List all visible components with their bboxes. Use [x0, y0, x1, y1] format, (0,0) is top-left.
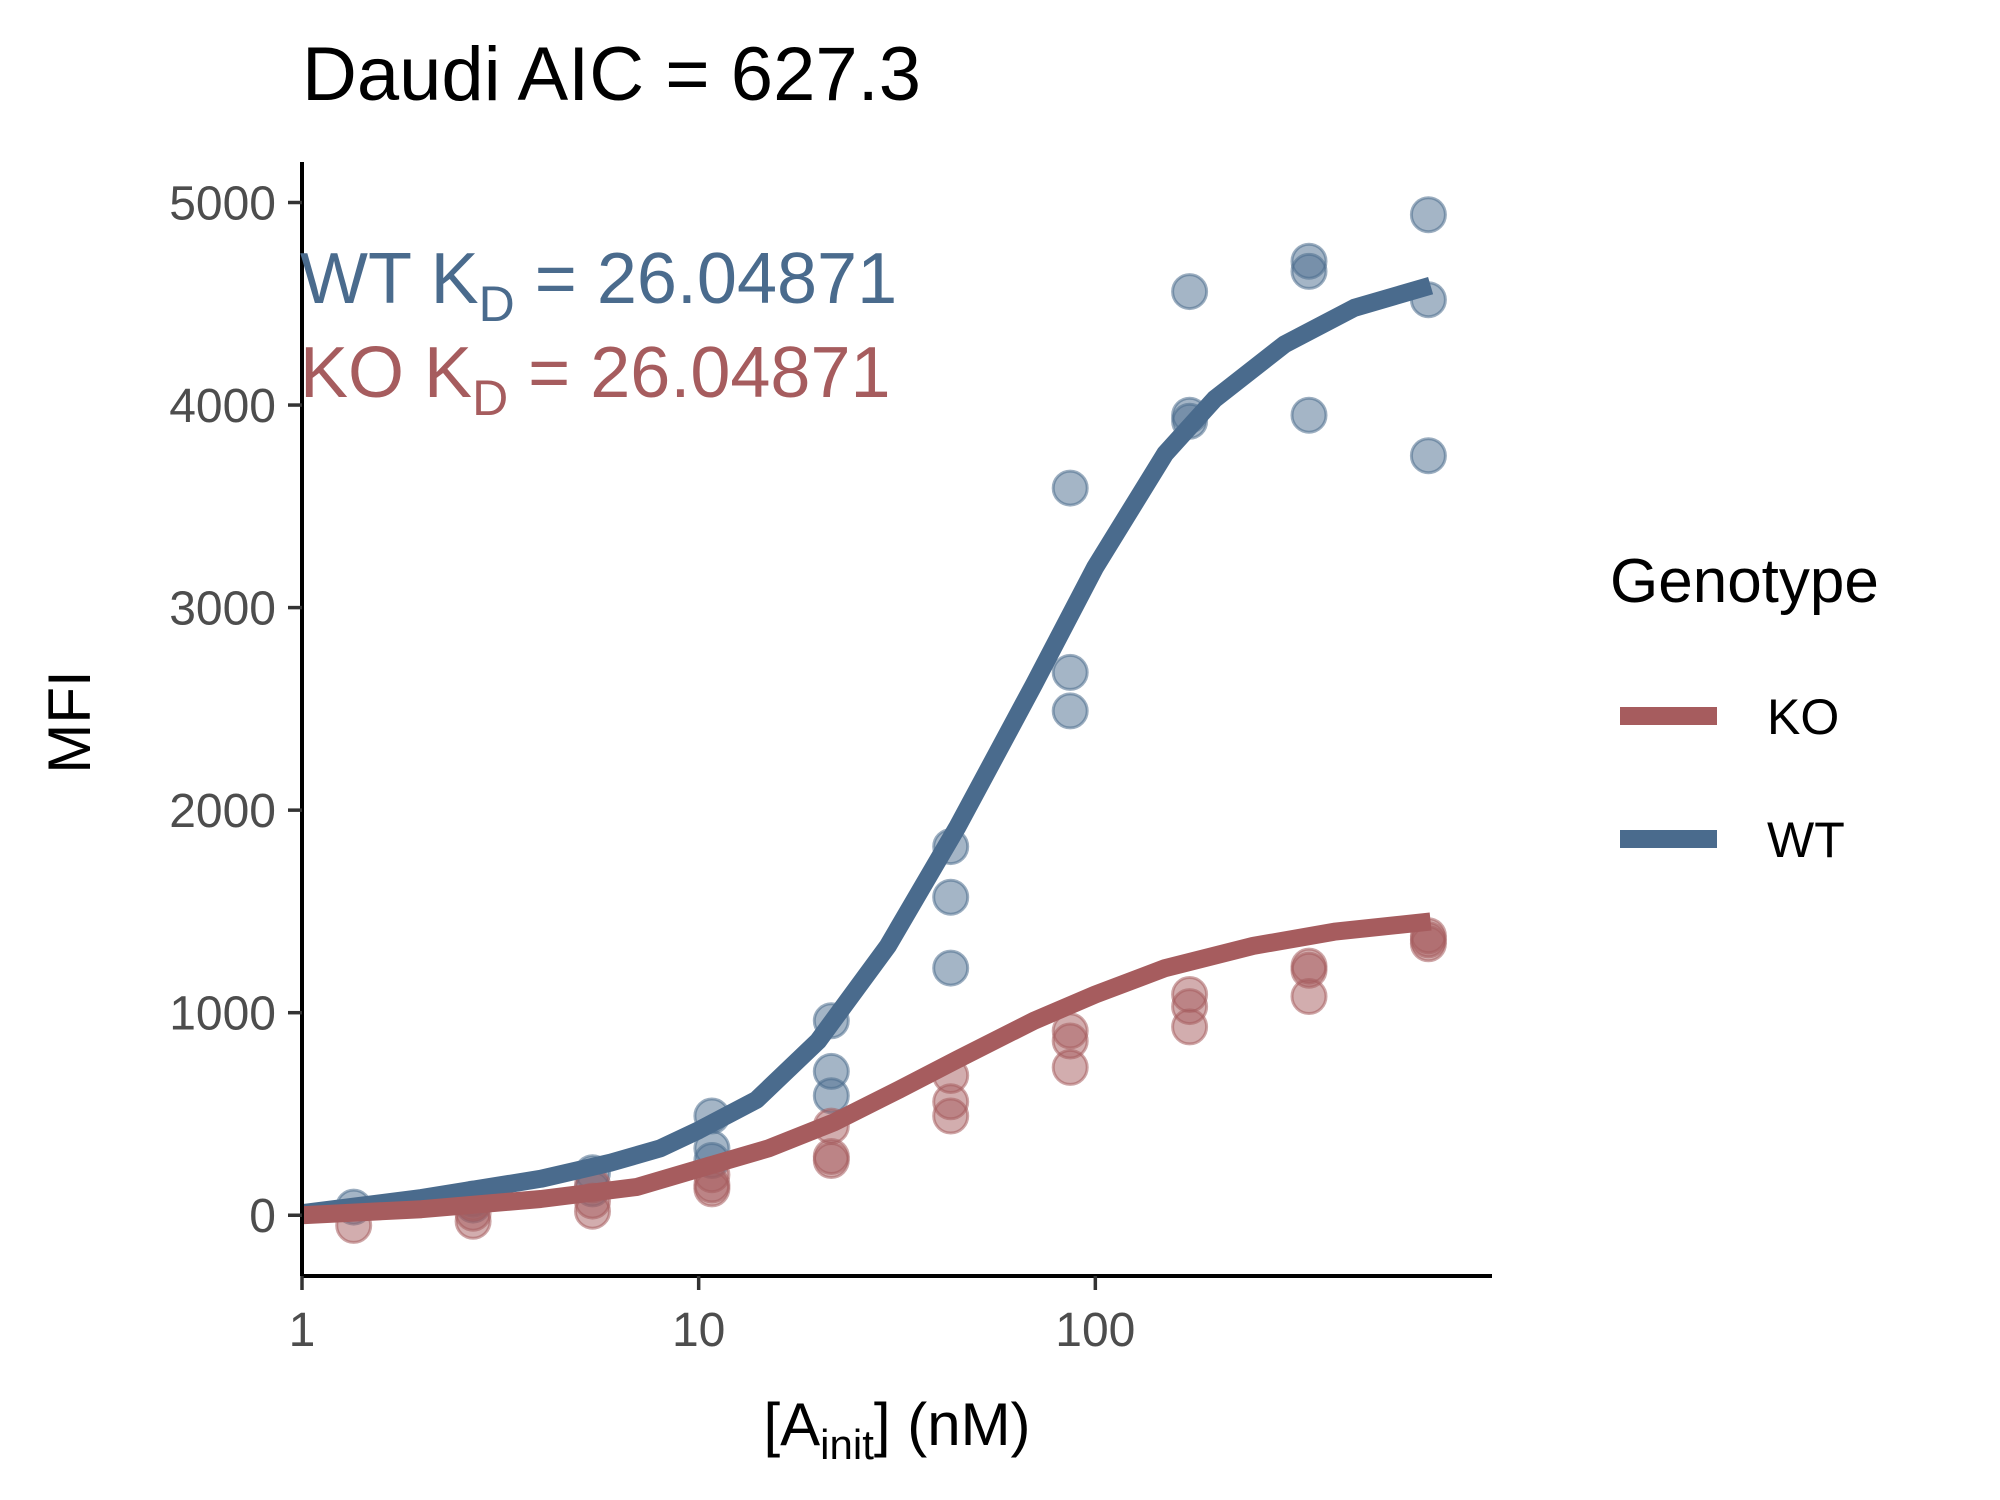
data-point-ko	[932, 1097, 970, 1135]
kd-annotation-subscript: D	[472, 370, 508, 426]
data-point-wt	[932, 878, 970, 916]
data-point-ko	[812, 1142, 850, 1179]
legend-label-ko: KO	[1767, 689, 1839, 745]
x-tick-label: 10	[672, 1304, 725, 1357]
x-axis-title-main: [A	[763, 1391, 820, 1458]
series-layer	[300, 196, 1447, 1244]
data-point-wt	[1051, 469, 1089, 507]
fit-line-ko	[301, 912, 1432, 1225]
data-point-wt	[1409, 437, 1447, 475]
plot-area	[300, 196, 1447, 1244]
kd-annotation-value: = 26.04871	[508, 333, 890, 413]
chart-title: Daudi AIC = 627.3	[302, 32, 921, 117]
kd-annotation-prefix: KO K	[300, 333, 472, 413]
y-tick-label: 0	[249, 1190, 276, 1243]
data-point-ko	[1290, 978, 1328, 1015]
y-tick-label: 1000	[169, 988, 276, 1041]
x-axis-title-tail: ] (nM)	[874, 1391, 1031, 1458]
data-point-ko	[1051, 1048, 1089, 1086]
y-tick-label: 5000	[169, 178, 276, 231]
kd-annotation-ko: KO KD = 26.04871	[300, 333, 891, 426]
x-axis-title-subscript: init	[820, 1421, 874, 1468]
x-axis-ticks: 1 10 100	[289, 1276, 1135, 1357]
kd-annotation-prefix: WT K	[300, 239, 479, 319]
y-tick-label: 4000	[169, 380, 276, 433]
data-point-wt	[1290, 396, 1328, 434]
kd-annotation-value: = 26.04871	[515, 239, 897, 319]
x-axis-title: [Ainit] (nM)	[763, 1391, 1030, 1468]
fit-line-wt	[300, 276, 1434, 1223]
y-tick-label: 2000	[169, 785, 276, 838]
legend-title: Genotype	[1610, 547, 1879, 616]
y-axis-ticks: 0 1000 2000 3000 4000 5000	[169, 178, 302, 1243]
data-point-wt	[1051, 692, 1089, 730]
data-point-wt	[1051, 653, 1089, 691]
y-tick-label: 3000	[169, 583, 276, 636]
data-point-wt	[1171, 273, 1209, 311]
legend-label-wt: WT	[1767, 812, 1845, 868]
kd-annotation-wt: WT KD = 26.04871	[300, 239, 897, 332]
y-axis-title: MFI	[36, 670, 103, 773]
legend: Genotype KO WT	[1610, 547, 1879, 868]
data-point-wt	[932, 949, 970, 987]
data-point-wt	[1409, 196, 1447, 234]
data-point-ko	[1171, 1008, 1209, 1046]
x-tick-label: 1	[289, 1304, 316, 1357]
kd-annotation-subscript: D	[479, 276, 515, 332]
x-tick-label: 100	[1055, 1304, 1135, 1357]
data-point-wt	[1290, 252, 1328, 290]
